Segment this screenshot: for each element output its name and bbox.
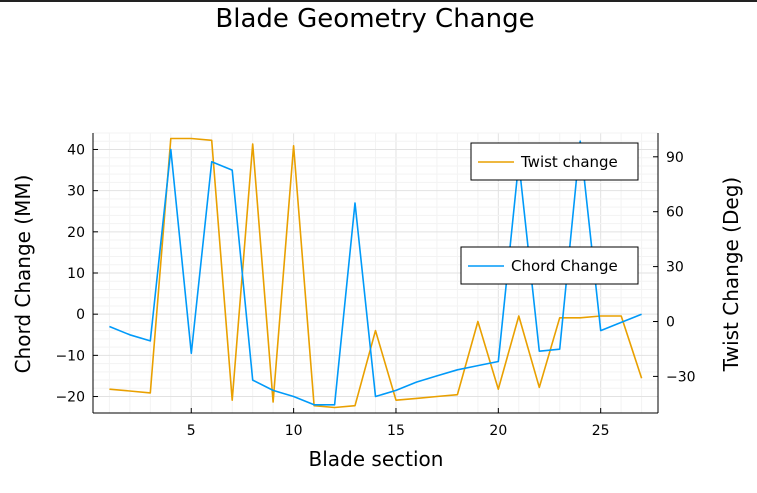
x-tick-label: 10	[285, 423, 303, 439]
y-left-tick-label: −20	[55, 390, 85, 406]
legend-label-chord: Chord Change	[511, 257, 618, 275]
axes: 5 10 15 20 25 −20 −10 0 10 20 30 40 −30 0 30 60 90	[55, 133, 696, 439]
y-left-tick-label: 20	[67, 225, 85, 241]
series-line-twist-change	[109, 137, 643, 409]
series-line-chord-change	[109, 140, 642, 406]
x-tick-label: 15	[387, 423, 405, 439]
y-left-tick-label: −10	[55, 348, 85, 364]
x-tick-label: 25	[592, 423, 610, 439]
chart-title: Blade Geometry Change	[215, 4, 534, 34]
legend-twist-change: Twist change	[470, 142, 639, 181]
y-right-tick-label: −30	[666, 369, 696, 385]
y-right-tick-label: 0	[666, 314, 675, 330]
y-right-tick-label: 90	[666, 150, 684, 166]
y-left-tick-label: 10	[67, 266, 85, 282]
window-top-border	[0, 0, 757, 2]
y-right-tick-label: 60	[666, 205, 684, 221]
y-left-tick-label: 40	[67, 142, 85, 158]
series-layer	[109, 137, 643, 409]
y-axis-right-label: Twist Change (Deg)	[719, 177, 743, 372]
y-right-tick-label: 30	[666, 260, 684, 276]
legend-chord-change: Chord Change	[460, 246, 639, 285]
y-left-tick-label: 30	[67, 184, 85, 200]
x-tick-label: 5	[187, 423, 196, 439]
x-axis-label: Blade section	[309, 447, 444, 471]
y-left-tick-label: 0	[76, 307, 85, 323]
legend-label-twist: Twist change	[520, 153, 618, 171]
x-tick-label: 20	[489, 423, 507, 439]
y-axis-left-label: Chord Change (MM)	[11, 175, 35, 374]
